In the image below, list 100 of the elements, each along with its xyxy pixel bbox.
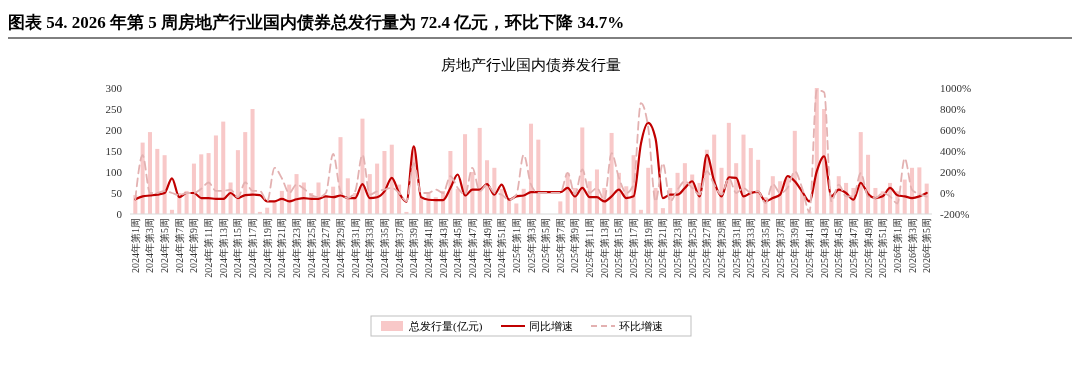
bar xyxy=(206,153,211,214)
bar xyxy=(477,127,482,214)
x-tick-label: 2024年第33周 xyxy=(364,218,376,278)
y2-tick-label: 800% xyxy=(940,102,966,115)
bar xyxy=(528,123,534,214)
x-tick-label: 2024年第13周 xyxy=(217,218,229,278)
bar xyxy=(155,148,160,214)
bar xyxy=(917,167,922,214)
x-tick-label: 2024年第39周 xyxy=(408,218,420,278)
x-tick-label: 2025年第31周 xyxy=(730,218,742,278)
x-tick-label: 2024年第41周 xyxy=(422,218,434,278)
bar xyxy=(316,182,321,214)
y-tick-label: 50 xyxy=(111,186,123,199)
x-tick-label: 2025年第41周 xyxy=(803,218,815,278)
x-tick-label: 2025年第1周 xyxy=(510,218,522,273)
bar xyxy=(382,151,387,214)
line-series xyxy=(134,89,928,213)
bar xyxy=(162,155,167,214)
bar xyxy=(463,134,468,214)
bar xyxy=(455,188,460,214)
y2-tick-label: 600% xyxy=(940,123,966,136)
bar xyxy=(389,144,394,214)
x-tick-label: 2024年第51周 xyxy=(496,218,508,278)
x-tick-label: 2025年第17周 xyxy=(628,218,640,278)
y-tick-label: 0 xyxy=(116,207,123,220)
x-tick-label: 2025年第5周 xyxy=(540,218,552,273)
x-tick-label: 2025年第45周 xyxy=(833,218,845,278)
bar xyxy=(756,159,761,214)
x-tick-label: 2024年第29周 xyxy=(334,218,346,278)
x-tick-label: 2025年第11周 xyxy=(584,218,596,278)
x-tick-label: 2024年第47周 xyxy=(466,218,478,278)
x-tick-label: 2024年第21周 xyxy=(276,218,288,278)
legend-label: 环比增速 xyxy=(619,319,663,332)
x-tick-label: 2024年第23周 xyxy=(291,218,303,278)
bar xyxy=(594,169,599,214)
x-tick-label: 2024年第35周 xyxy=(378,218,390,278)
x-tick-label: 2025年第21周 xyxy=(657,218,669,278)
x-tick-label: 2025年第37周 xyxy=(774,218,786,278)
x-tick-label: 2025年第39周 xyxy=(789,218,801,278)
x-tick-label: 2024年第7周 xyxy=(173,218,185,273)
x-tick-label: 2025年第43周 xyxy=(818,218,830,278)
x-tick-label: 2025年第25周 xyxy=(686,218,698,278)
bar xyxy=(243,132,248,214)
bar xyxy=(191,163,196,214)
y2-tick-label: 400% xyxy=(940,144,966,157)
chart-subtitle: 房地产行业国内债券发行量 xyxy=(441,57,621,73)
bar xyxy=(536,139,541,214)
x-tick-label: 2025年第29周 xyxy=(716,218,728,278)
x-tick-label: 2025年第9周 xyxy=(569,218,581,273)
x-tick-label: 2026年第1周 xyxy=(891,218,903,273)
bar xyxy=(235,150,240,214)
x-tick-label: 2026年第5周 xyxy=(921,218,933,273)
legend-label: 总发行量(亿元) xyxy=(408,319,483,333)
x-tick-label: 2024年第17周 xyxy=(247,218,259,278)
bar xyxy=(792,130,797,214)
y-tick-label: 200 xyxy=(105,123,123,136)
x-tick-label: 2024年第37周 xyxy=(393,218,405,278)
x-tick-label: 2025年第51周 xyxy=(877,218,889,278)
x-tick-label: 2024年第15周 xyxy=(232,218,244,278)
bar xyxy=(741,134,746,214)
bar xyxy=(858,132,863,214)
bar xyxy=(726,122,731,214)
bar xyxy=(558,201,563,214)
bar xyxy=(822,109,827,214)
y-tick-label: 250 xyxy=(105,102,123,115)
x-tick-label: 2024年第3周 xyxy=(144,218,156,273)
x-tick-label: 2025年第47周 xyxy=(847,218,859,278)
bar xyxy=(221,121,226,214)
x-tick-label: 2024年第1周 xyxy=(129,218,141,273)
y2-tick-label: 200% xyxy=(940,165,966,178)
bar xyxy=(609,132,614,214)
x-tick-label: 2025年第3周 xyxy=(525,218,537,273)
x-tick-label: 2025年第13周 xyxy=(598,218,610,278)
x-tick-label: 2025年第33周 xyxy=(745,218,757,278)
bar xyxy=(748,148,753,214)
x-tick-label: 2024年第25周 xyxy=(305,218,317,278)
bar xyxy=(294,174,299,214)
x-tick-label: 2025年第23周 xyxy=(672,218,684,278)
bar xyxy=(213,135,218,214)
bar xyxy=(485,160,490,214)
x-tick-label: 2024年第5周 xyxy=(159,218,171,273)
x-tick-label: 2024年第9周 xyxy=(188,218,200,273)
y-tick-label: 100 xyxy=(105,165,123,178)
x-tick-label: 2025年第35周 xyxy=(759,218,771,278)
x-tick-label: 2024年第11周 xyxy=(203,218,215,278)
y2-tick-label: -200% xyxy=(940,207,970,220)
x-tick-label: 2025年第27周 xyxy=(701,218,713,278)
bar xyxy=(147,132,152,214)
chart-title: 图表 54. 2026 年第 5 周房地产行业国内债券总发行量为 72.4 亿元，环比下降 34.7% xyxy=(8,13,625,32)
bar xyxy=(250,109,255,214)
y2-tick-label: 0% xyxy=(940,186,955,199)
x-tick-label: 2025年第49周 xyxy=(862,218,874,278)
x-tick-label: 2025年第15周 xyxy=(613,218,625,278)
y-tick-label: 300 xyxy=(105,81,123,94)
x-tick-label: 2025年第7周 xyxy=(554,218,566,273)
x-tick-label: 2024年第31周 xyxy=(349,218,361,278)
x-tick-label: 2024年第19周 xyxy=(261,218,273,278)
y2-tick-label: 1000% xyxy=(940,81,972,94)
x-tick-label: 2026年第3周 xyxy=(906,218,918,273)
bar xyxy=(646,167,651,214)
